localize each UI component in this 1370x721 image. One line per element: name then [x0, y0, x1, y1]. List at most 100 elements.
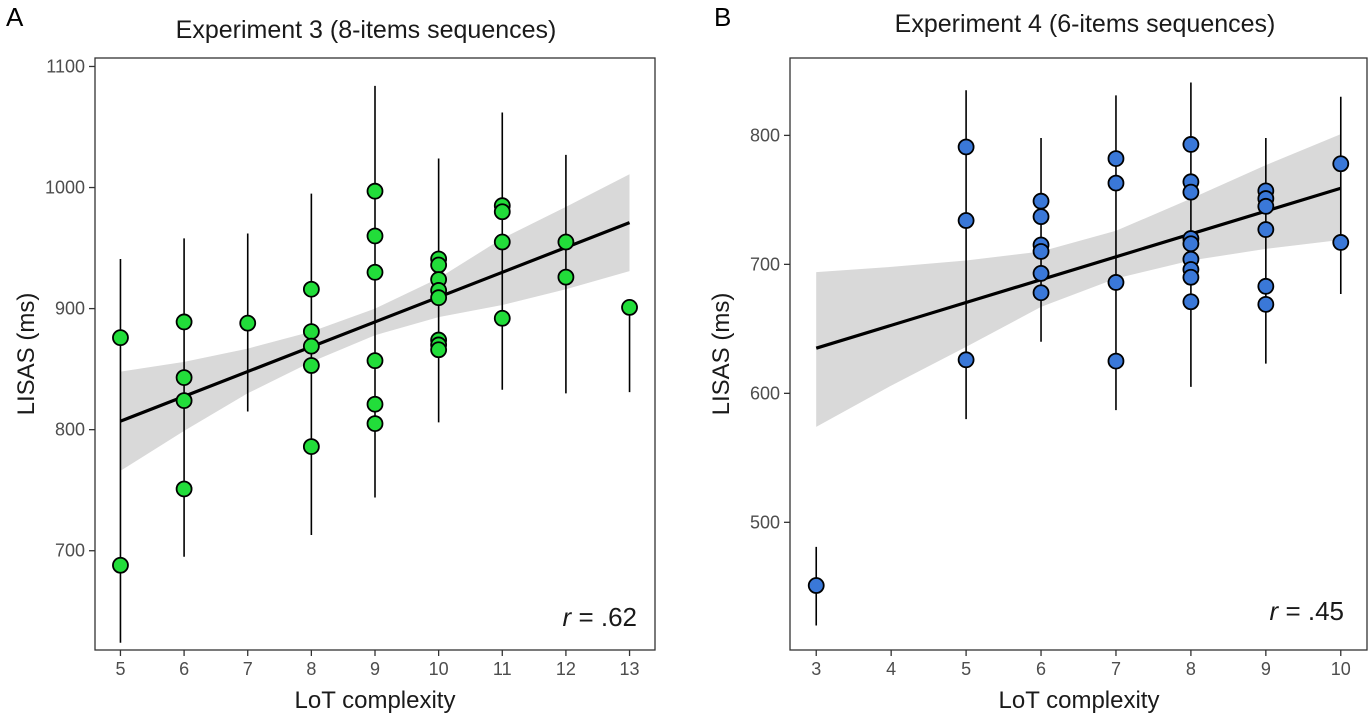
correlation-annotation: r = .62 [563, 602, 637, 632]
regression-line-group [815, 186, 1342, 350]
data-point [621, 298, 638, 316]
data-point [957, 212, 975, 229]
chart-b-svg: B Experiment 4 (6-items sequences) 3 4 5 6 7… [708, 2, 1368, 714]
chart-a-svg: A Experiment 3 (8-items sequences) 5 6 7 8 9… [6, 2, 656, 714]
data-point [1257, 277, 1275, 295]
y-tick-label: 600 [750, 383, 780, 403]
x-tick-label: 11 [493, 659, 512, 679]
data-point [302, 357, 320, 374]
data-point [1182, 136, 1200, 153]
data-point [1032, 264, 1050, 282]
x-tick-label: 9 [370, 659, 380, 679]
x-tick-label: 5 [115, 659, 125, 679]
x-tick-label: 6 [1036, 659, 1046, 679]
x-tick-label: 7 [1111, 659, 1121, 679]
x-tick-label: 4 [886, 659, 896, 679]
chart-panel-b: B Experiment 4 (6-items sequences) 3 4 5 6 7… [685, 0, 1370, 716]
data-point [493, 233, 511, 251]
plot-border [789, 57, 1368, 651]
data-point [1107, 274, 1125, 291]
data-point [112, 556, 129, 574]
regression-line [815, 186, 1342, 350]
data-point [807, 577, 825, 594]
data-point [1332, 155, 1350, 173]
data-point [1182, 293, 1200, 311]
y-tick-label: 1100 [46, 56, 85, 76]
x-axis-label: LoT complexity [295, 687, 456, 714]
data-point [493, 309, 511, 327]
y-tick-label: 900 [55, 299, 85, 319]
y-axis-ticks: 500 600 700 800 [750, 125, 790, 532]
data-point [957, 351, 975, 369]
y-tick-label: 800 [55, 420, 85, 440]
data-point [175, 480, 193, 498]
x-tick-label: 13 [620, 659, 640, 679]
confidence-band [816, 134, 1341, 427]
data-point [302, 438, 320, 456]
data-point [1107, 150, 1125, 168]
data-point [1032, 192, 1050, 210]
data-point [493, 203, 511, 221]
data-point [112, 329, 129, 347]
x-axis-label: LoT complexity [999, 687, 1160, 714]
data-point [1032, 243, 1050, 260]
x-tick-label: 10 [429, 659, 449, 679]
x-tick-label: 7 [243, 659, 253, 679]
data-point [366, 395, 384, 413]
confidence-band-group [816, 134, 1341, 427]
chart-title: Experiment 3 (8-items sequences) [176, 16, 557, 44]
data-point [957, 138, 975, 156]
data-point [302, 280, 320, 298]
data-point [1032, 284, 1050, 302]
data-point-group [807, 136, 1350, 594]
data-point [366, 182, 384, 200]
chart-title: Experiment 4 (6-items sequences) [895, 10, 1276, 38]
data-point [430, 289, 448, 307]
x-tick-label: 9 [1261, 659, 1271, 679]
y-axis-ticks: 700 800 900 1000 1100 [45, 56, 95, 561]
x-tick-label: 5 [961, 659, 971, 679]
data-point [1182, 235, 1200, 253]
x-axis-ticks: 3 4 5 6 7 8 9 10 [811, 650, 1351, 679]
x-tick-label: 8 [306, 659, 316, 679]
data-point [366, 263, 384, 281]
panel-letter: B [714, 2, 731, 32]
regression-line [119, 221, 631, 423]
data-point [366, 415, 384, 433]
x-tick-label: 6 [179, 659, 189, 679]
data-point [1032, 208, 1050, 226]
data-point-group [112, 182, 638, 574]
data-point [557, 268, 575, 286]
data-point [366, 227, 384, 245]
y-tick-label: 800 [750, 125, 780, 145]
data-point [1182, 183, 1200, 201]
y-tick-label: 700 [55, 541, 85, 561]
data-point [1107, 352, 1125, 370]
x-tick-label: 3 [811, 659, 821, 679]
chart-panel-a: A Experiment 3 (8-items sequences) 5 6 7 8 9… [0, 0, 685, 716]
data-point [175, 313, 193, 331]
data-point [1257, 197, 1275, 215]
x-axis-ticks: 5 6 7 8 9 10 11 12 13 [115, 650, 640, 679]
data-point [239, 314, 257, 332]
data-point [557, 233, 575, 251]
y-axis-label: LISAS (ms) [708, 293, 735, 416]
data-point [430, 256, 448, 274]
x-tick-label: 10 [1331, 659, 1351, 679]
data-point [175, 369, 193, 387]
data-point [175, 392, 193, 410]
y-tick-label: 1000 [45, 178, 85, 198]
y-tick-label: 700 [750, 254, 780, 274]
panel-letter: A [6, 2, 24, 32]
data-point [1257, 221, 1275, 238]
data-point [1257, 295, 1275, 313]
data-point [1107, 174, 1125, 192]
data-point [1182, 268, 1200, 286]
data-point [430, 341, 448, 359]
data-point [366, 352, 384, 370]
y-tick-label: 500 [750, 512, 780, 532]
data-point [302, 337, 320, 355]
data-point [1332, 234, 1350, 251]
data-point [302, 323, 320, 341]
regression-line-group [119, 221, 631, 423]
